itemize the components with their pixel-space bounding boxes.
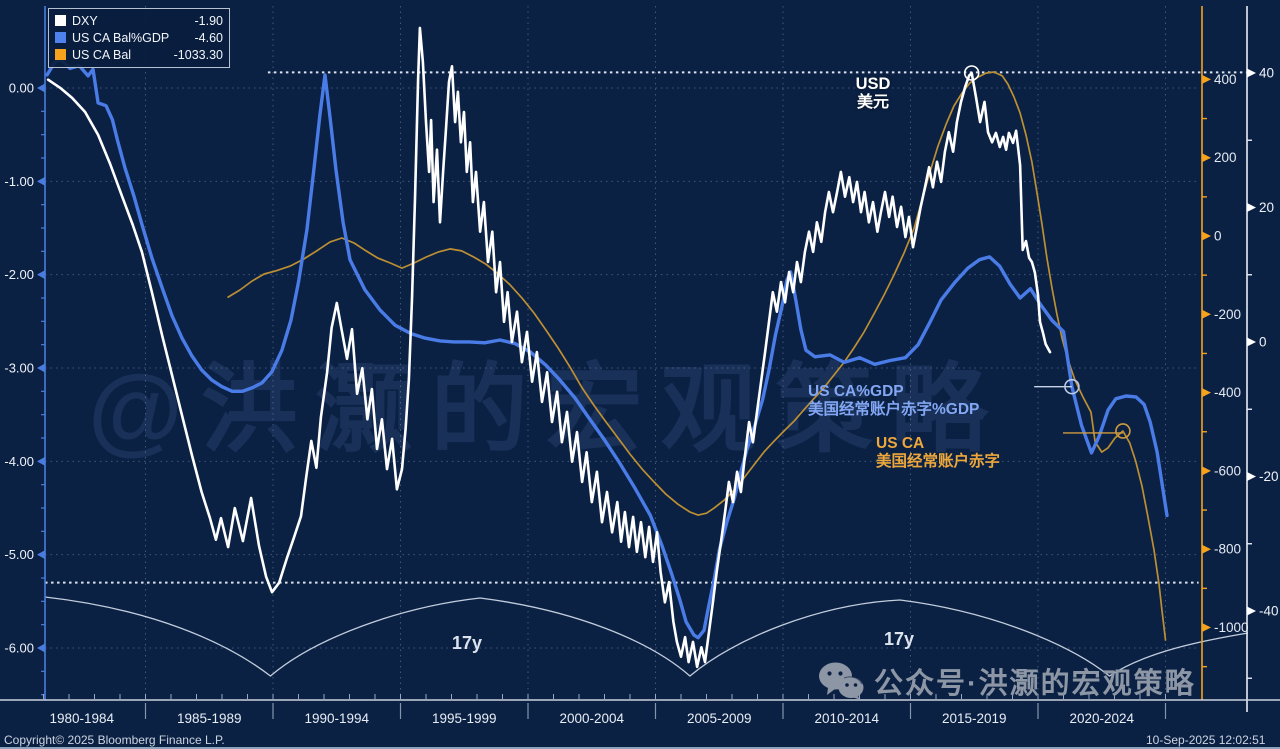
svg-text:-2.00: -2.00: [4, 267, 34, 282]
svg-text:1990-1994: 1990-1994: [304, 711, 369, 726]
ca-annotation-cn: 美国经常账户赤字: [876, 452, 1001, 470]
legend-label: US CA Bal: [72, 47, 132, 62]
ca-gdp-annotation-cn: 美国经常账户赤字%GDP: [808, 400, 980, 418]
svg-text:1985-1989: 1985-1989: [177, 711, 242, 726]
usd-annotation-cn: 美元: [856, 93, 889, 111]
legend-row-us-ca-bal[interactable]: US CA Bal -1033.30: [55, 46, 223, 63]
wechat-watermark-text: 公众号·洪灏的宏观策略: [874, 668, 1196, 700]
svg-text:40: 40: [1259, 66, 1274, 81]
svg-text:2020-2024: 2020-2024: [1069, 711, 1134, 726]
legend-swatch: [55, 15, 66, 26]
svg-text:-600: -600: [1214, 463, 1241, 478]
svg-text:-1.00: -1.00: [4, 174, 34, 189]
svg-text:1995-1999: 1995-1999: [432, 711, 497, 726]
svg-text:2010-2014: 2010-2014: [814, 711, 879, 726]
legend-value: -1.90: [194, 13, 224, 28]
svg-text:-400: -400: [1214, 385, 1241, 400]
svg-text:-4.00: -4.00: [4, 454, 34, 469]
wechat-icon: [819, 662, 864, 700]
cycle-label-1: 17y: [452, 633, 483, 653]
usd-annotation-en: USD: [855, 75, 891, 93]
svg-text:2000-2004: 2000-2004: [559, 711, 624, 726]
window-bottom-divider: [0, 747, 1280, 749]
legend-label: DXY: [72, 13, 98, 28]
svg-text:-5.00: -5.00: [4, 547, 34, 562]
svg-text:1980-1984: 1980-1984: [49, 711, 114, 726]
svg-text:0: 0: [1259, 335, 1267, 350]
svg-text:2005-2009: 2005-2009: [687, 711, 752, 726]
cycle-label-2: 17y: [884, 629, 915, 649]
svg-text:-20: -20: [1259, 469, 1279, 484]
wechat-watermark: 公众号·洪灏的宏观策略: [818, 660, 1196, 702]
svg-text:-200: -200: [1214, 307, 1241, 322]
svg-text:0: 0: [1214, 229, 1222, 244]
legend-swatch: [55, 32, 66, 43]
svg-text:20: 20: [1259, 200, 1274, 215]
svg-text:0.00: 0.00: [9, 81, 34, 96]
svg-text:200: 200: [1214, 150, 1237, 165]
legend-label: US CA Bal%GDP: [72, 30, 170, 45]
svg-text:-1000: -1000: [1214, 620, 1249, 635]
svg-text:-800: -800: [1214, 542, 1241, 557]
svg-text:-40: -40: [1259, 604, 1279, 619]
legend-row-dxy[interactable]: DXY -1.90: [55, 12, 223, 29]
usd-annotation: USD 美元: [838, 75, 908, 112]
legend-row-us-ca-bal-gdp[interactable]: US CA Bal%GDP -4.60: [55, 29, 223, 46]
legend-value: -1033.30: [173, 47, 223, 62]
legend-swatch: [55, 49, 66, 60]
ca-gdp-annotation-en: US CA%GDP: [808, 383, 904, 400]
copyright-text: Copyright© 2025 Bloomberg Finance L.P.: [4, 733, 225, 747]
legend-value: -4.60: [194, 30, 224, 45]
svg-text:-6.00: -6.00: [4, 640, 34, 655]
svg-text:2015-2019: 2015-2019: [942, 711, 1007, 726]
timestamp-text: 10-Sep-2025 12:02:51: [1146, 733, 1266, 747]
svg-text:-3.00: -3.00: [4, 360, 34, 375]
svg-text:400: 400: [1214, 72, 1237, 87]
ca-gdp-annotation: US CA%GDP 美国经常账户赤字%GDP: [808, 383, 979, 419]
legend-box[interactable]: DXY -1.90 US CA Bal%GDP -4.60 US CA Bal -1033…: [48, 8, 230, 68]
ca-annotation-en: US CA: [876, 435, 925, 452]
ca-annotation: US CA 美国经常账户赤字: [876, 435, 1000, 471]
